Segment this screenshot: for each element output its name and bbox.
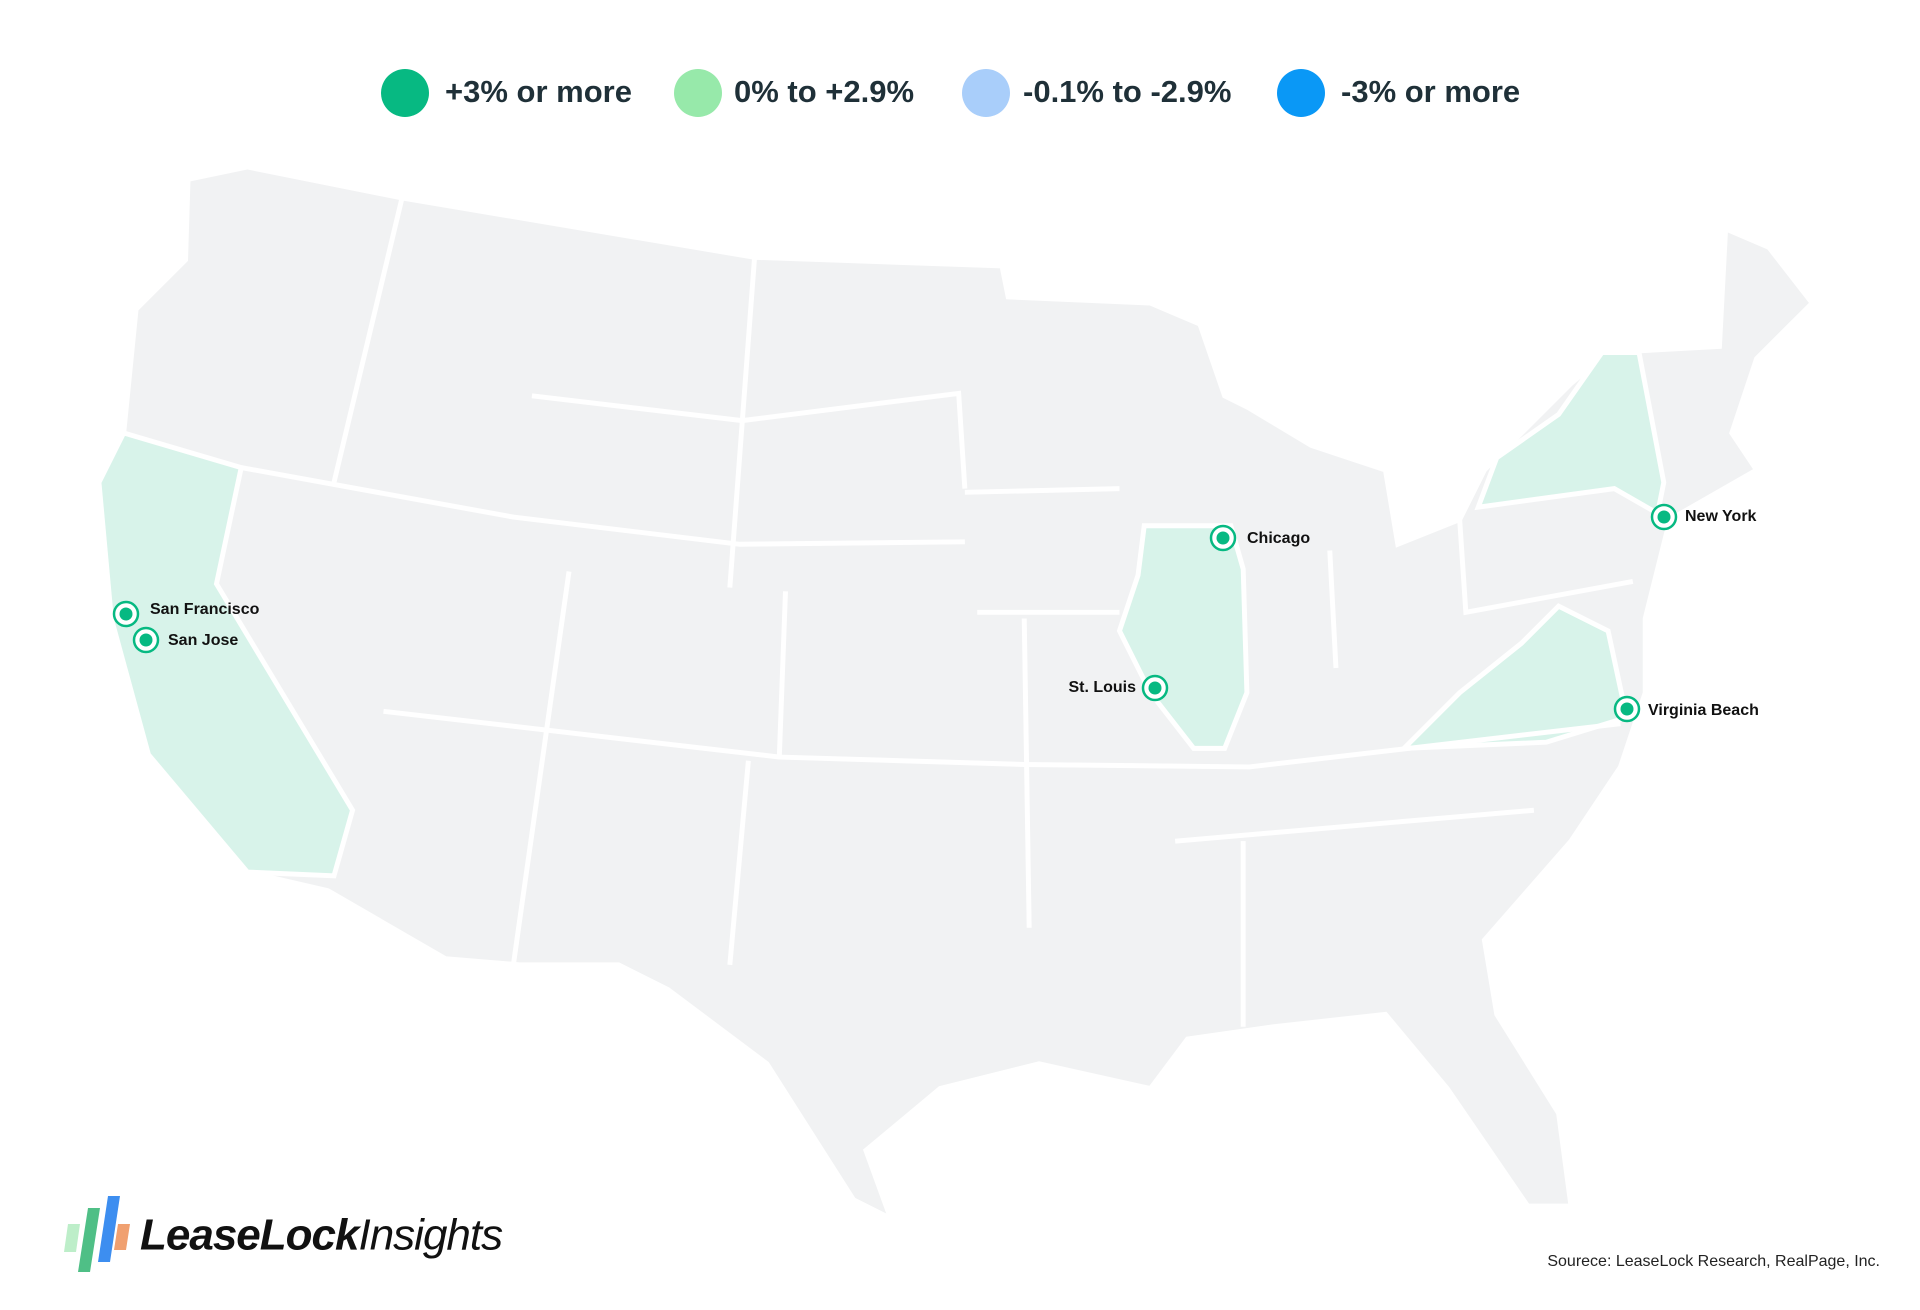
legend-label: -0.1% to -2.9% <box>1023 74 1231 109</box>
city-marker <box>1216 531 1230 545</box>
city-markers: San Francisco San Jose Chicago St. Louis New… <box>112 503 1759 723</box>
city-marker <box>1148 681 1162 695</box>
state-borders <box>240 197 1634 1027</box>
logo-bar <box>98 1196 120 1262</box>
city-label: San Francisco <box>150 601 260 618</box>
legend-label: 0% to +2.9% <box>734 74 914 109</box>
us-outline <box>96 164 1816 1224</box>
city-label: St. Louis <box>1068 679 1136 696</box>
city-marker <box>119 607 133 621</box>
city-label: Virginia Beach <box>1648 702 1759 719</box>
legend-label: +3% or more <box>445 74 632 109</box>
legend-swatch <box>1277 69 1325 117</box>
new-york <box>1474 350 1667 518</box>
logo-text: LeaseLockInsights <box>140 1211 503 1260</box>
city-marker <box>1657 510 1671 524</box>
city-marker <box>139 633 153 647</box>
logo-bar <box>114 1224 130 1250</box>
city-label: San Jose <box>168 632 238 649</box>
legend-swatch <box>962 69 1010 117</box>
legend-swatch <box>381 69 429 117</box>
legend-label: -3% or more <box>1341 74 1520 109</box>
logo-bar <box>78 1208 100 1272</box>
legend-swatch <box>674 69 722 117</box>
legend: +3% or more 0% to +2.9% -0.1% to -2.9% -3% … <box>381 69 1520 117</box>
city-label: New York <box>1685 508 1757 525</box>
logo-brand: LeaseLock <box>140 1211 362 1260</box>
logo-bar <box>64 1224 80 1252</box>
logo: LeaseLockInsights <box>64 1196 504 1272</box>
city-label: Chicago <box>1247 530 1310 547</box>
us-map <box>96 164 1816 1224</box>
highlighted-states <box>96 350 1667 879</box>
california <box>96 429 356 879</box>
logo-product: Insights <box>358 1211 503 1260</box>
virginia <box>1397 603 1630 752</box>
source: Sourece: LeaseLock Research, RealPage, I… <box>1547 1253 1880 1270</box>
city-marker <box>1620 702 1634 716</box>
